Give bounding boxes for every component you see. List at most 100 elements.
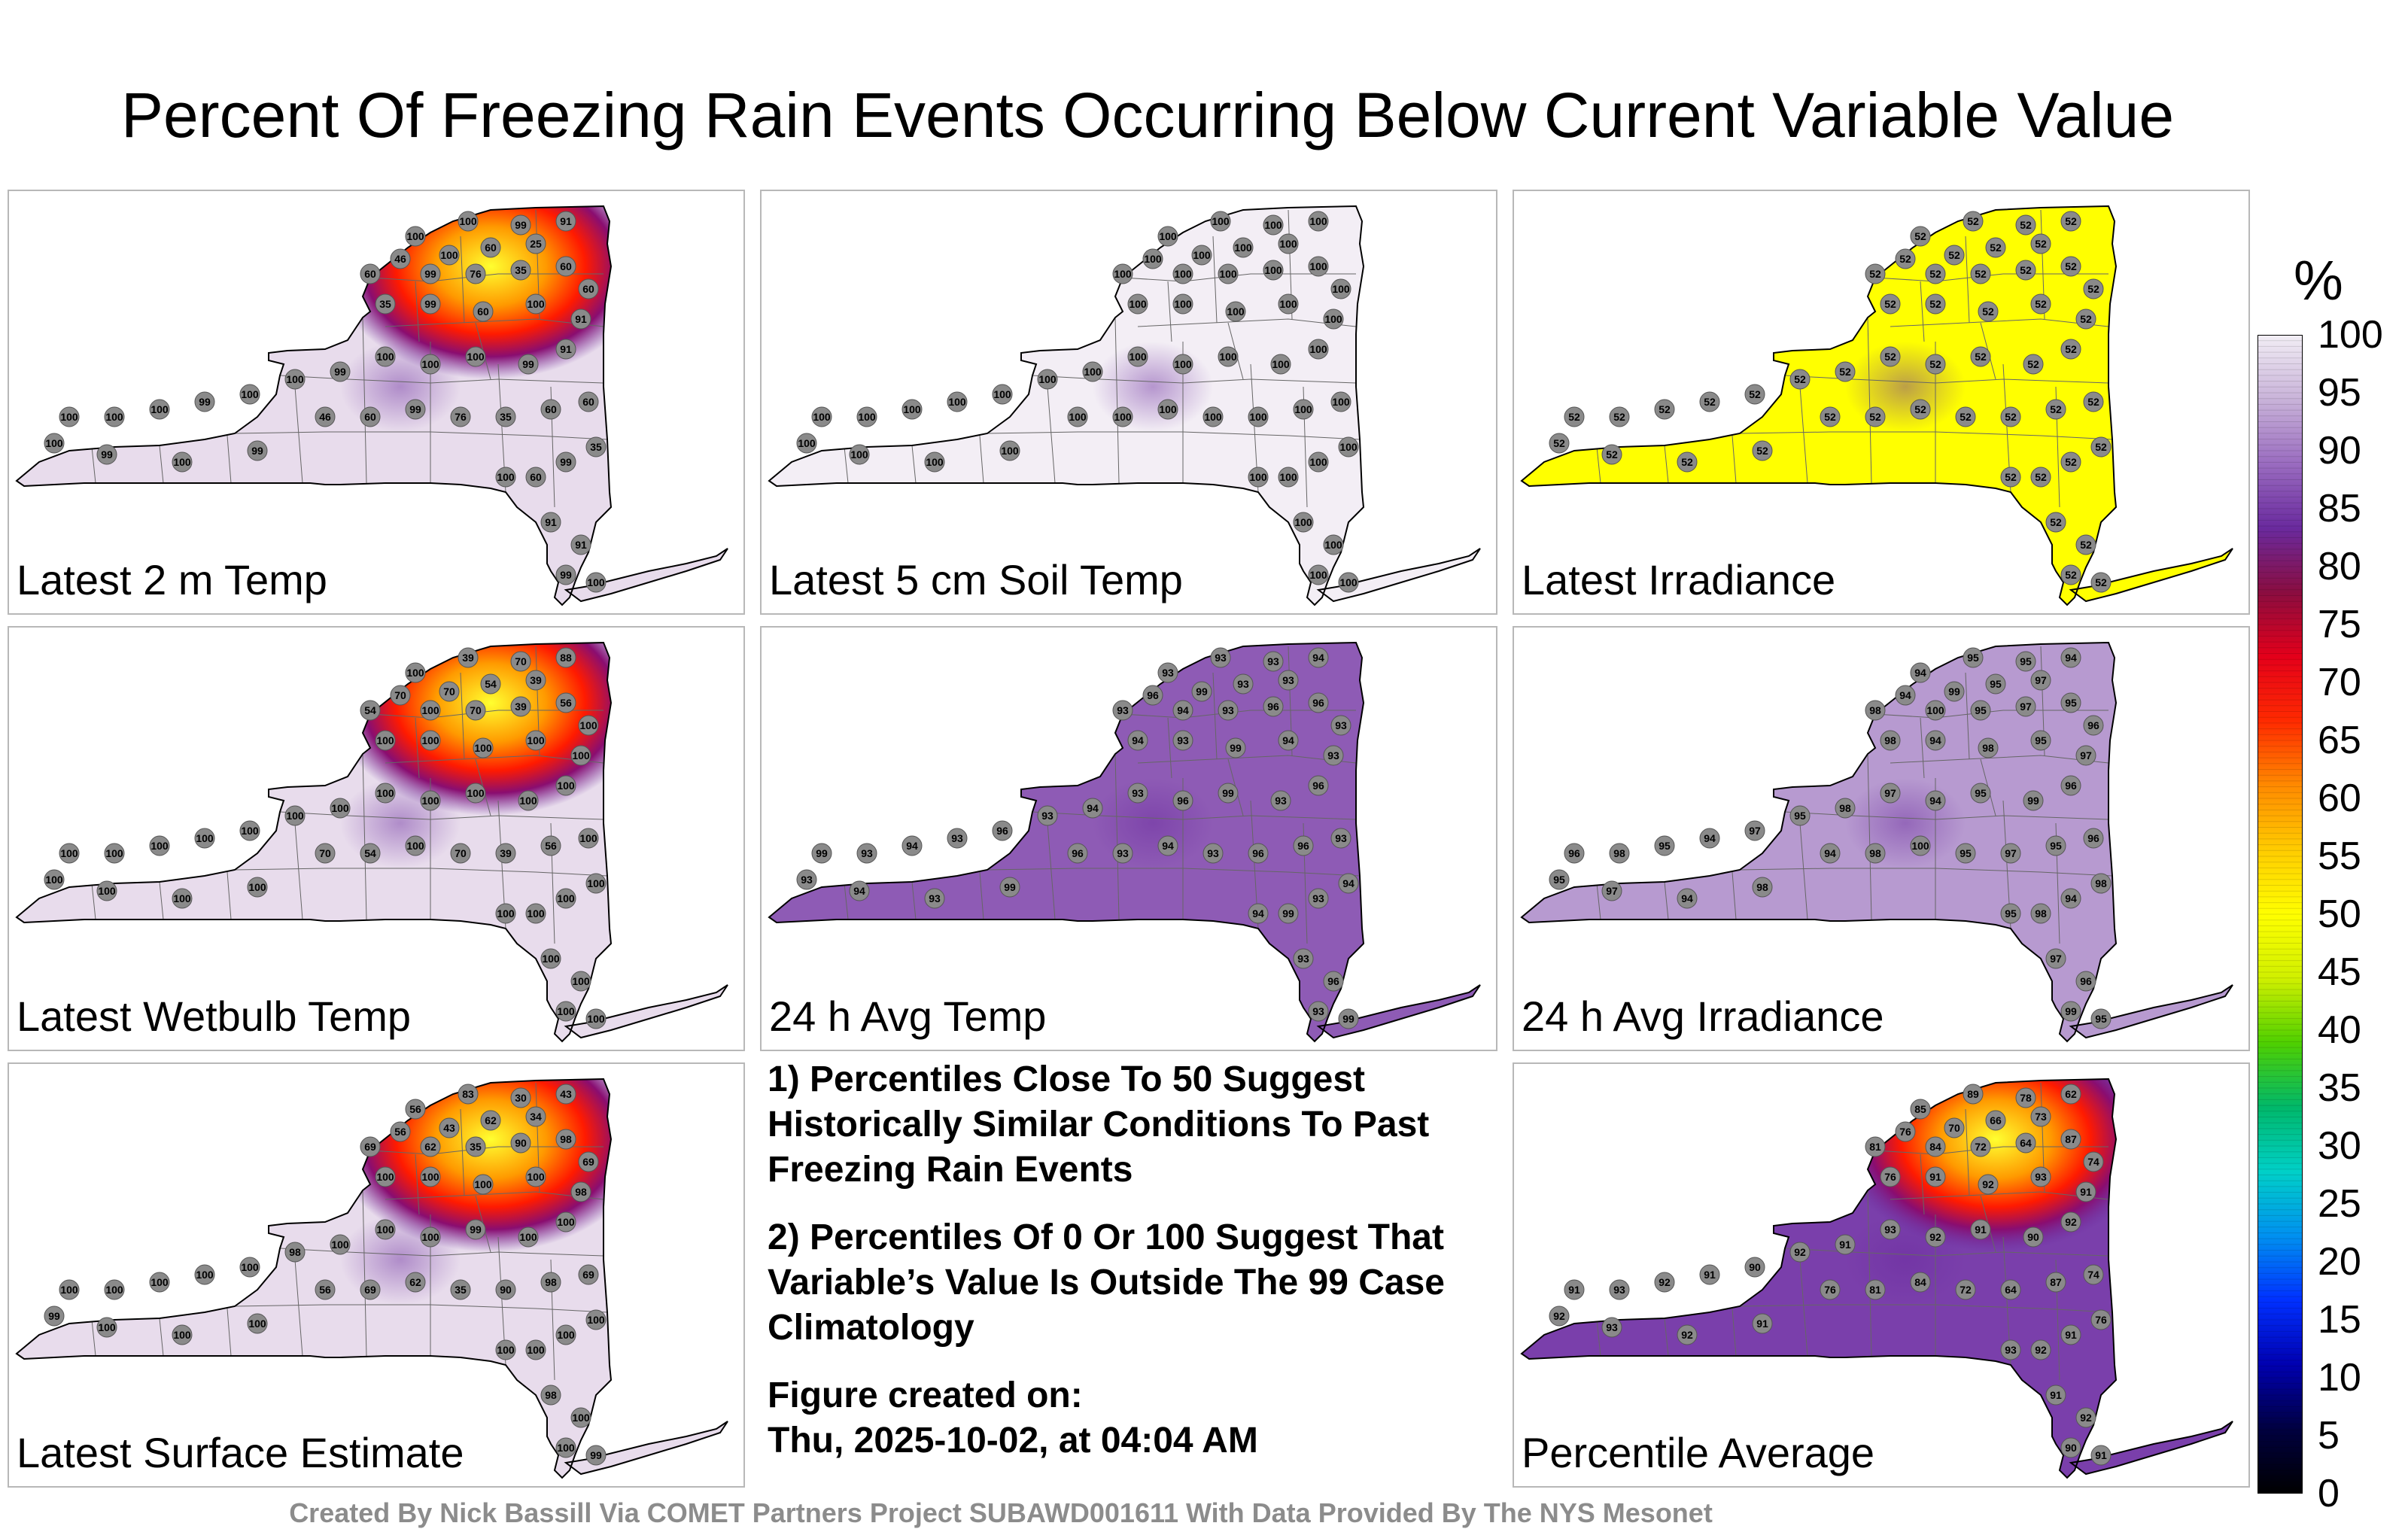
station-value: 93 bbox=[1297, 953, 1309, 965]
station-marker: 96 bbox=[1142, 685, 1163, 706]
station-marker: 100 bbox=[1925, 700, 1946, 721]
county-line bbox=[1137, 755, 1357, 764]
station-marker: 95 bbox=[2060, 692, 2081, 713]
county-line bbox=[159, 881, 164, 920]
station-marker: 52 bbox=[2083, 391, 2104, 412]
colorbar-tick: 50 bbox=[2318, 892, 2361, 936]
station-value: 100 bbox=[376, 1223, 394, 1236]
station-value: 62 bbox=[485, 1114, 497, 1126]
station-marker: 91 bbox=[540, 512, 561, 533]
field-fill bbox=[1522, 643, 2233, 1041]
station-marker: 99 bbox=[194, 391, 215, 412]
station-marker: 98 bbox=[570, 1181, 591, 1202]
station-value: 96 bbox=[2087, 832, 2099, 844]
station-marker: 95 bbox=[2015, 651, 2036, 672]
station-marker: 94 bbox=[1082, 798, 1103, 819]
station-marker: 39 bbox=[525, 670, 546, 691]
station-value: 90 bbox=[500, 1284, 512, 1296]
station-marker: 99 bbox=[44, 1306, 65, 1327]
station-marker: 56 bbox=[555, 692, 576, 713]
station-value: 100 bbox=[579, 719, 597, 731]
station-marker: 100 bbox=[149, 399, 170, 420]
station-marker: 85 bbox=[1910, 1099, 1931, 1120]
station-marker: 93 bbox=[1218, 700, 1239, 721]
county-line bbox=[1212, 236, 1218, 324]
station-marker: 92 bbox=[1789, 1242, 1811, 1263]
station-marker: 95 bbox=[1549, 869, 1570, 890]
county-line bbox=[987, 431, 1361, 440]
station-value: 60 bbox=[477, 305, 489, 318]
station-marker: 90 bbox=[2023, 1226, 2044, 1248]
station-value: 100 bbox=[105, 411, 123, 423]
station-marker: 100 bbox=[518, 790, 539, 811]
station-marker: 100 bbox=[1293, 512, 1314, 533]
station-marker: 100 bbox=[1278, 293, 1299, 315]
station-value: 100 bbox=[248, 881, 266, 893]
station-marker: 70 bbox=[315, 843, 336, 864]
county-line bbox=[227, 435, 232, 484]
station-marker: 52 bbox=[2045, 512, 2066, 533]
station-marker: 98 bbox=[555, 1129, 576, 1150]
station-marker: 95 bbox=[2000, 903, 2021, 924]
station-marker: 60 bbox=[578, 391, 599, 412]
station-value: 100 bbox=[1114, 411, 1132, 423]
station-marker: 100 bbox=[420, 354, 441, 375]
station-value: 35 bbox=[590, 441, 602, 453]
station-value: 93 bbox=[2005, 1344, 2017, 1356]
county-line bbox=[1799, 386, 1808, 484]
station-value: 95 bbox=[1975, 704, 1987, 716]
station-marker: 100 bbox=[149, 835, 170, 856]
station-value: 100 bbox=[459, 215, 477, 227]
station-marker: 94 bbox=[1157, 835, 1178, 856]
station-value: 52 bbox=[1704, 396, 1716, 408]
station-value: 96 bbox=[996, 825, 1008, 837]
station-marker: 100 bbox=[1338, 436, 1359, 457]
panel-label: 24 h Avg Irradiance bbox=[1522, 992, 1884, 1040]
station-value: 96 bbox=[2087, 719, 2099, 731]
station-value: 99 bbox=[424, 268, 436, 280]
station-value: 93 bbox=[1312, 892, 1324, 904]
station-value: 81 bbox=[1869, 1284, 1881, 1296]
county-line bbox=[415, 717, 420, 779]
station-value: 91 bbox=[575, 539, 587, 551]
station-value: 52 bbox=[1749, 388, 1761, 400]
station-marker: 25 bbox=[525, 233, 546, 254]
station-marker: 93 bbox=[1278, 670, 1299, 691]
station-value: 96 bbox=[1297, 840, 1309, 852]
station-marker: 96 bbox=[1067, 843, 1088, 864]
station-value: 97 bbox=[2050, 953, 2062, 965]
station-marker: 98 bbox=[284, 1242, 306, 1263]
state-outline bbox=[1520, 205, 2118, 606]
county-line bbox=[1167, 281, 1172, 342]
station-value: 100 bbox=[1324, 313, 1342, 325]
state-outline bbox=[564, 984, 728, 1039]
station-value: 52 bbox=[1960, 411, 1972, 423]
station-value: 94 bbox=[853, 885, 865, 897]
station-marker: 100 bbox=[1263, 260, 1284, 281]
station-marker: 70 bbox=[465, 700, 486, 721]
station-value: 100 bbox=[557, 1005, 575, 1017]
station-value: 99 bbox=[48, 1310, 60, 1322]
station-marker: 70 bbox=[390, 685, 411, 706]
station-value: 100 bbox=[519, 1231, 537, 1243]
station-value: 52 bbox=[1869, 411, 1881, 423]
county-line bbox=[1965, 1108, 1970, 1196]
field-fill bbox=[1522, 206, 2233, 605]
station-marker: 52 bbox=[1910, 226, 1931, 247]
map-panel-latest-5cm-soil-temp: 100 100 100 100 100 100 100 100 100 100 100 100 100 1… bbox=[760, 190, 1497, 615]
county-line bbox=[1867, 317, 1872, 484]
station-value: 62 bbox=[424, 1141, 436, 1153]
state-outline bbox=[2069, 548, 2233, 603]
station-value: 100 bbox=[1279, 298, 1297, 310]
state-outline bbox=[1520, 641, 2118, 1043]
station-marker: 74 bbox=[2083, 1151, 2104, 1172]
station-marker: 97 bbox=[2030, 670, 2051, 691]
station-value: 95 bbox=[2005, 907, 2017, 919]
station-value: 52 bbox=[2080, 313, 2092, 325]
station-marker: 100 bbox=[1330, 278, 1351, 299]
station-value: 93 bbox=[1132, 787, 1144, 799]
station-marker: 100 bbox=[194, 1264, 215, 1285]
station-marker: 92 bbox=[1677, 1324, 1698, 1345]
county-line bbox=[294, 1259, 303, 1357]
station-marker: 52 bbox=[1789, 369, 1811, 390]
